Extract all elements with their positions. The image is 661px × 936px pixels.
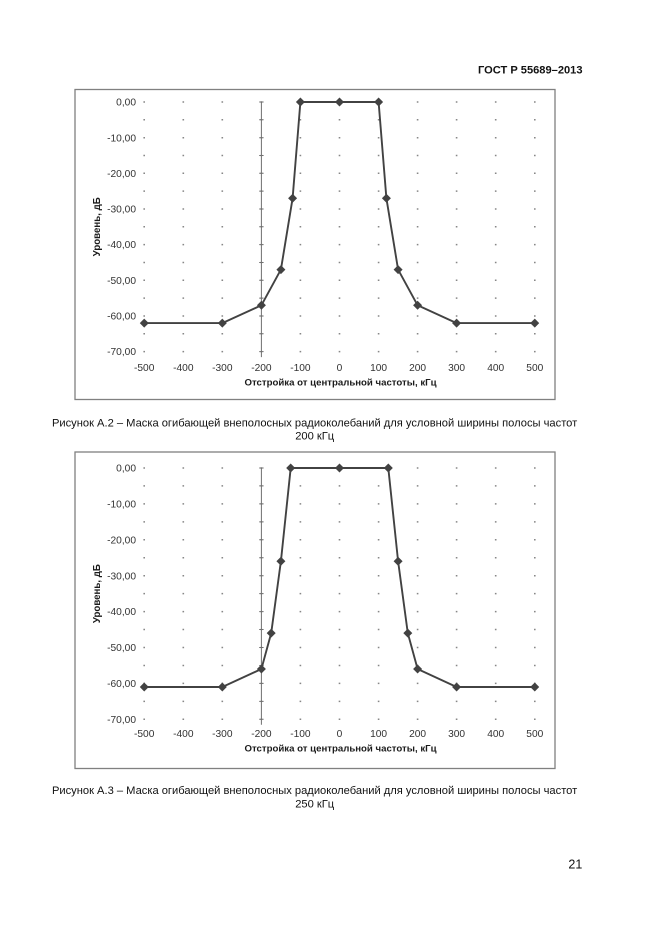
svg-text:Рисунок А.3 – Маска огибающей: Рисунок А.3 – Маска огибающей внеполосны…: [52, 785, 577, 797]
svg-text:0: 0: [337, 729, 343, 740]
svg-text:400: 400: [487, 363, 504, 374]
svg-text:-500: -500: [134, 363, 155, 374]
svg-text:200: 200: [409, 729, 426, 740]
svg-text:0: 0: [337, 363, 343, 374]
svg-text:-10,00: -10,00: [107, 500, 136, 511]
svg-text:Уровень, дБ: Уровень, дБ: [92, 197, 103, 256]
svg-text:-400: -400: [173, 729, 194, 740]
svg-text:-70,00: -70,00: [107, 715, 136, 726]
svg-text:-100: -100: [290, 729, 311, 740]
svg-text:-30,00: -30,00: [107, 571, 136, 582]
svg-text:-300: -300: [212, 729, 233, 740]
svg-text:-50,00: -50,00: [107, 643, 136, 654]
svg-text:-200: -200: [251, 363, 272, 374]
svg-text:-60,00: -60,00: [107, 679, 136, 690]
svg-text:-500: -500: [134, 729, 155, 740]
svg-text:ГОСТ Р 55689–2013: ГОСТ Р 55689–2013: [478, 64, 583, 76]
svg-text:100: 100: [370, 363, 387, 374]
svg-text:-200: -200: [251, 729, 272, 740]
svg-text:Рисунок А.2 – Маска огибающей: Рисунок А.2 – Маска огибающей внеполосны…: [52, 418, 577, 430]
svg-text:300: 300: [448, 363, 465, 374]
svg-text:-40,00: -40,00: [107, 607, 136, 618]
svg-text:Уровень, дБ: Уровень, дБ: [92, 564, 103, 623]
svg-text:300: 300: [448, 729, 465, 740]
svg-text:-40,00: -40,00: [107, 240, 136, 251]
svg-text:-30,00: -30,00: [107, 205, 136, 216]
svg-text:-70,00: -70,00: [107, 347, 136, 358]
svg-text:500: 500: [526, 729, 543, 740]
svg-text:500: 500: [526, 363, 543, 374]
svg-text:-50,00: -50,00: [107, 276, 136, 287]
svg-text:200: 200: [409, 363, 426, 374]
svg-text:Отстройка от центральной часто: Отстройка от центральной частоты, кГц: [244, 377, 436, 388]
svg-text:-400: -400: [173, 363, 194, 374]
svg-text:21: 21: [568, 857, 582, 871]
svg-text:-20,00: -20,00: [107, 535, 136, 546]
svg-text:0,00: 0,00: [116, 98, 136, 109]
svg-text:-10,00: -10,00: [107, 133, 136, 144]
svg-text:200 кГц: 200 кГц: [295, 430, 335, 442]
svg-text:-60,00: -60,00: [107, 312, 136, 323]
svg-text:-300: -300: [212, 363, 233, 374]
svg-text:100: 100: [370, 729, 387, 740]
svg-text:250 кГц: 250 кГц: [295, 798, 335, 810]
svg-text:0,00: 0,00: [116, 464, 136, 475]
svg-text:Отстройка от центральной часто: Отстройка от центральной частоты, кГц: [244, 743, 436, 754]
svg-text:400: 400: [487, 729, 504, 740]
svg-text:-100: -100: [290, 363, 311, 374]
svg-text:-20,00: -20,00: [107, 169, 136, 180]
